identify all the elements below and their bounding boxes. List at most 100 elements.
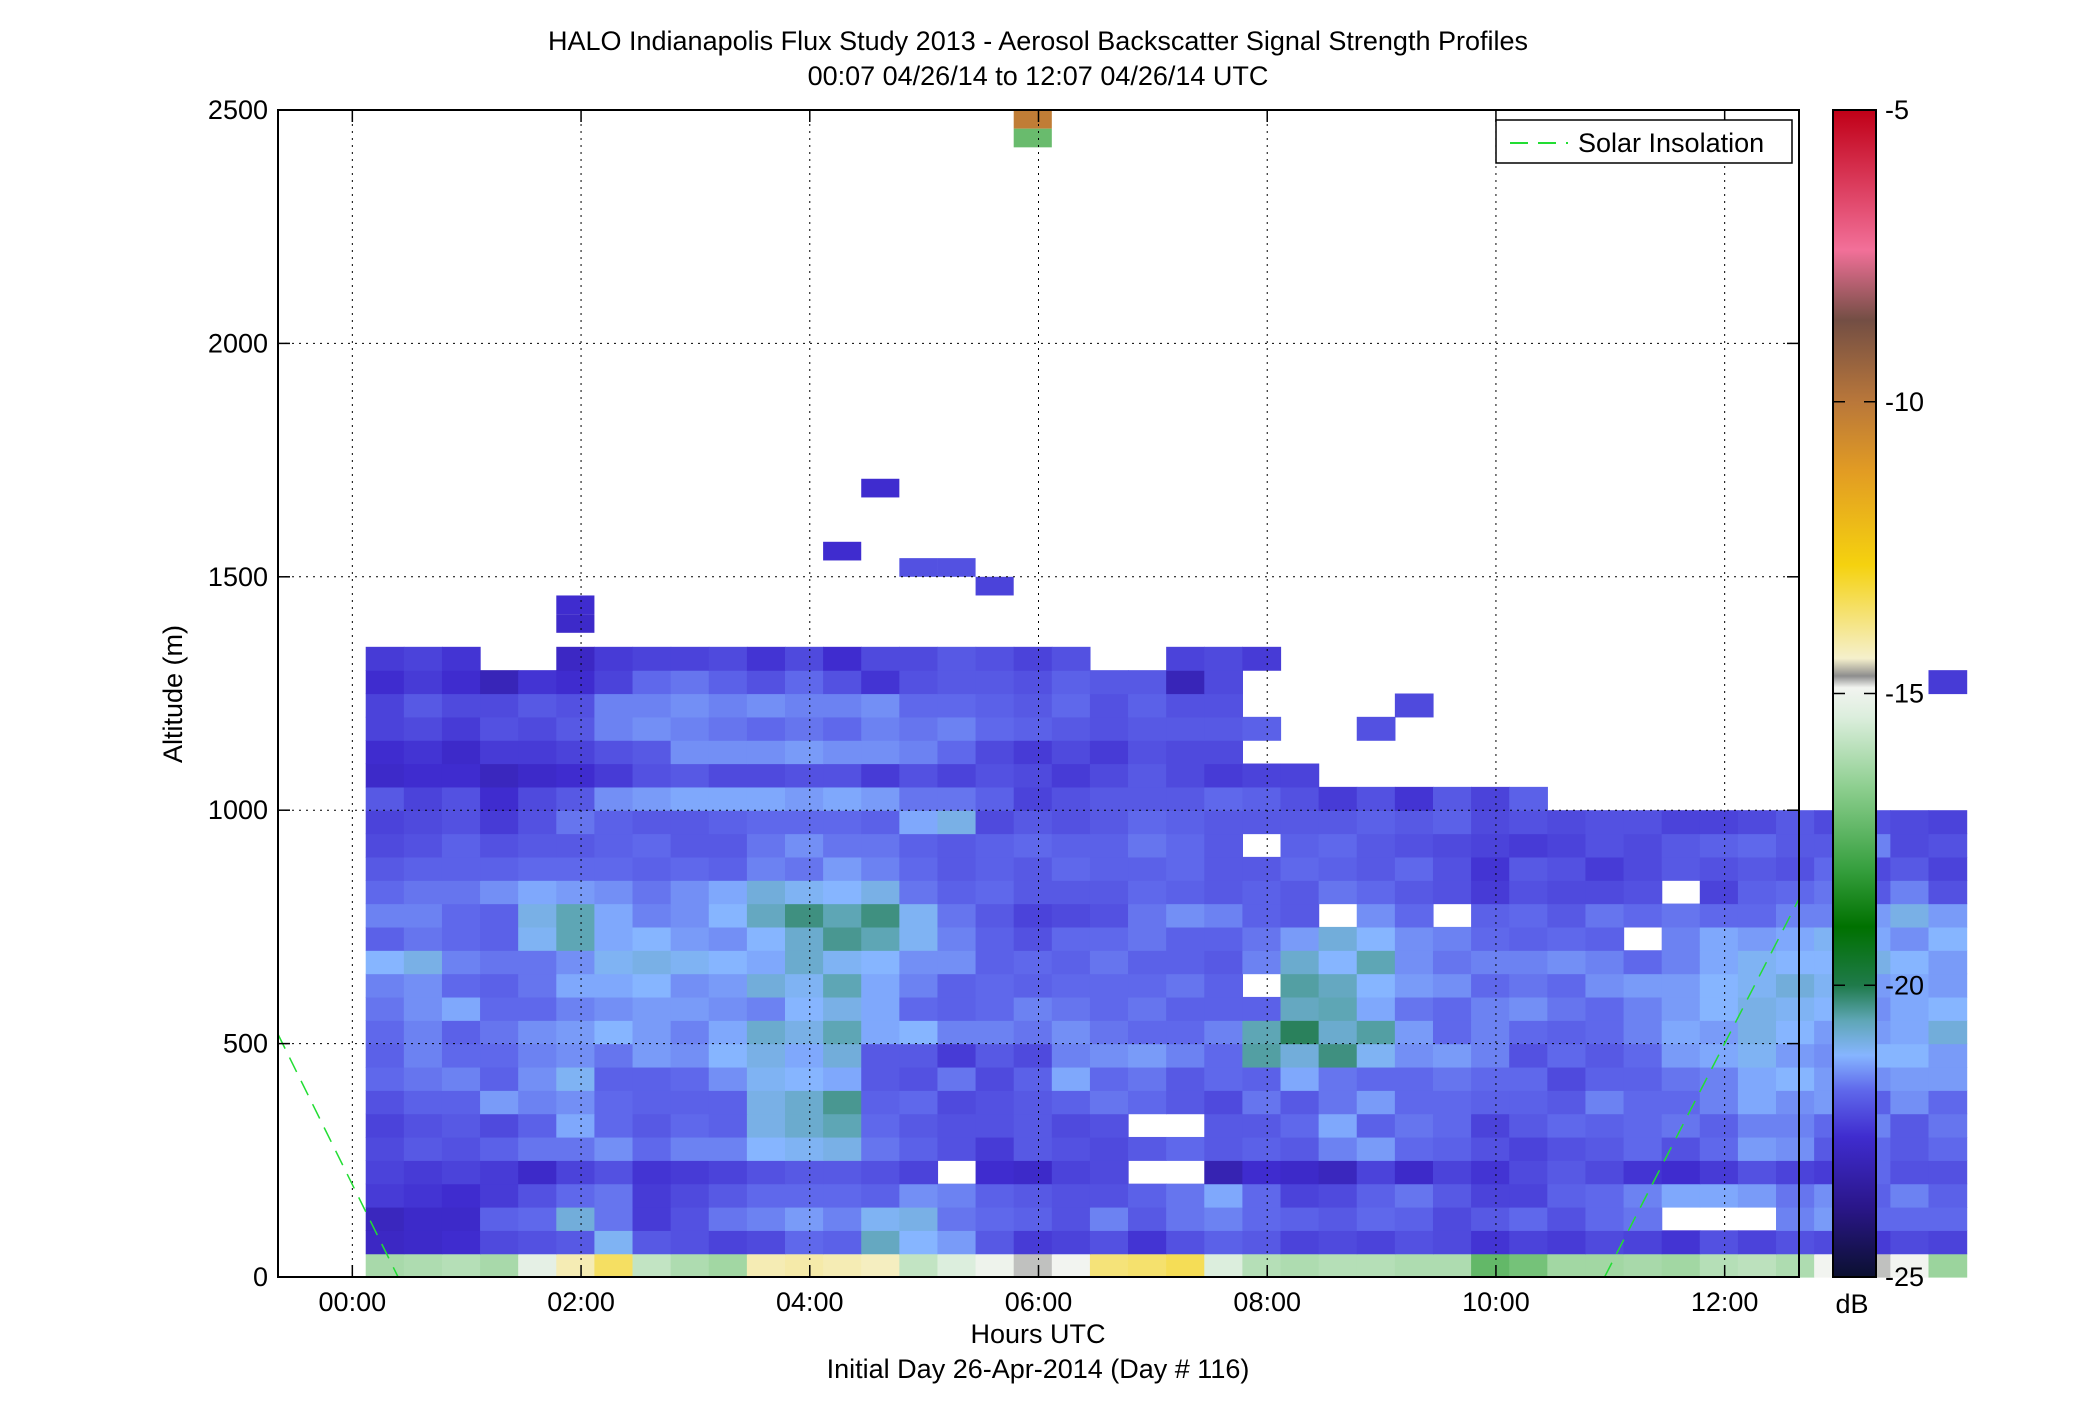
heatmap-cell: [1432, 1206, 1472, 1231]
heatmap-cell: [1509, 1206, 1548, 1231]
heatmap-cell: [1661, 1066, 1701, 1091]
heatmap-cell: [1128, 740, 1167, 765]
heatmap-cell: [1623, 833, 1663, 858]
heatmap-cell: [1280, 1160, 1320, 1185]
heatmap-cell: [365, 973, 405, 998]
heatmap-cell: [556, 693, 596, 718]
heatmap-cell: [1737, 810, 1777, 835]
heatmap-cell: [403, 903, 443, 928]
heatmap-cell: [785, 1253, 824, 1278]
heatmap-cell: [975, 926, 1015, 951]
heatmap-cell: [785, 740, 824, 765]
heatmap-cell: [365, 740, 405, 765]
heatmap-cell: [746, 693, 786, 718]
heatmap-cell: [861, 1066, 900, 1091]
heatmap-cell: [1013, 1230, 1053, 1255]
heatmap-cell: [1089, 1020, 1129, 1045]
heatmap-cell: [1432, 1066, 1472, 1091]
heatmap-cell: [1547, 1113, 1587, 1138]
heatmap-cell: [1623, 880, 1663, 905]
heatmap-cell: [518, 1183, 557, 1208]
heatmap-cell: [861, 926, 900, 951]
heatmap-cell: [975, 1253, 1015, 1278]
heatmap-cell: [823, 996, 862, 1021]
heatmap-cell: [1547, 1160, 1587, 1185]
heatmap-cell: [441, 973, 481, 998]
heatmap-cell: [1471, 1043, 1510, 1068]
heatmap-cell: [937, 1183, 977, 1208]
heatmap-cell: [518, 1113, 557, 1138]
heatmap-cell: [1509, 903, 1548, 928]
heatmap-cell: [1928, 880, 1968, 905]
heatmap-cell: [1776, 1136, 1815, 1161]
x-axis-secondary-label: Initial Day 26-Apr-2014 (Day # 116): [827, 1354, 1250, 1384]
heatmap-cell: [1394, 926, 1434, 951]
heatmap-cell: [1356, 833, 1396, 858]
heatmap-cell: [632, 1043, 672, 1068]
heatmap-cell: [1471, 1253, 1510, 1278]
heatmap-cell: [365, 693, 405, 718]
heatmap-cell: [1737, 1066, 1777, 1091]
heatmap-cell: [1089, 903, 1129, 928]
heatmap-cell: [1318, 1043, 1358, 1068]
heatmap-cell: [1928, 1160, 1968, 1185]
heatmap-cell: [518, 1230, 557, 1255]
heatmap-cell: [1204, 1206, 1243, 1231]
heatmap-cell: [1699, 1136, 1739, 1161]
heatmap-cell: [1013, 763, 1053, 788]
heatmap-cell: [1166, 763, 1205, 788]
colorbar-tick-label: -10: [1885, 387, 1924, 417]
heatmap-cell: [708, 1066, 748, 1091]
heatmap-cell: [1318, 1066, 1358, 1091]
heatmap-cell: [365, 996, 405, 1021]
heatmap-cell: [594, 950, 634, 975]
heatmap-cell: [632, 763, 672, 788]
heatmap-cell: [861, 880, 900, 905]
heatmap-cell: [823, 950, 862, 975]
heatmap-cell: [1051, 646, 1091, 671]
heatmap-cell: [1394, 1230, 1434, 1255]
heatmap-cell: [937, 740, 977, 765]
heatmap-cell: [556, 973, 596, 998]
heatmap-cell: [1623, 973, 1663, 998]
heatmap-cell: [1051, 810, 1091, 835]
heatmap-cell: [1928, 996, 1968, 1021]
heatmap-cell: [1928, 1090, 1968, 1115]
heatmap-cell: [1699, 1090, 1739, 1115]
heatmap-cell: [1547, 1206, 1587, 1231]
heatmap-cell: [1432, 1253, 1472, 1278]
heatmap-cell: [518, 1020, 557, 1045]
heatmap-cell: [746, 740, 786, 765]
heatmap-cell: [365, 1230, 405, 1255]
heatmap-cell: [1242, 786, 1282, 811]
heatmap-cell: [1394, 1206, 1434, 1231]
heatmap-cell: [1280, 1206, 1320, 1231]
heatmap-cell: [1204, 1066, 1243, 1091]
heatmap-cell: [1280, 926, 1320, 951]
heatmap-cell: [937, 903, 977, 928]
heatmap-cell: [632, 646, 672, 671]
heatmap-cell: [670, 716, 710, 741]
heatmap-cell: [1661, 926, 1701, 951]
heatmap-cell: [1280, 1090, 1320, 1115]
heatmap-cell: [899, 1183, 939, 1208]
heatmap-cell: [1356, 973, 1396, 998]
heatmap-cell: [1089, 1230, 1129, 1255]
heatmap-cell: [1051, 1230, 1091, 1255]
heatmap-cell: [1242, 810, 1282, 835]
heatmap-cell: [1547, 950, 1587, 975]
heatmap-cell: [1547, 973, 1587, 998]
heatmap-cell: [1928, 1043, 1968, 1068]
heatmap-cell: [746, 1043, 786, 1068]
heatmap-cell: [785, 670, 824, 695]
heatmap-cell: [518, 786, 557, 811]
heatmap-cell: [1585, 950, 1625, 975]
heatmap-cell: [1509, 1043, 1548, 1068]
heatmap-cell: [365, 1113, 405, 1138]
heatmap-cell: [518, 973, 557, 998]
heatmap-cell: [1471, 996, 1510, 1021]
heatmap-cell: [403, 856, 443, 881]
heatmap-cell: [1242, 1230, 1282, 1255]
